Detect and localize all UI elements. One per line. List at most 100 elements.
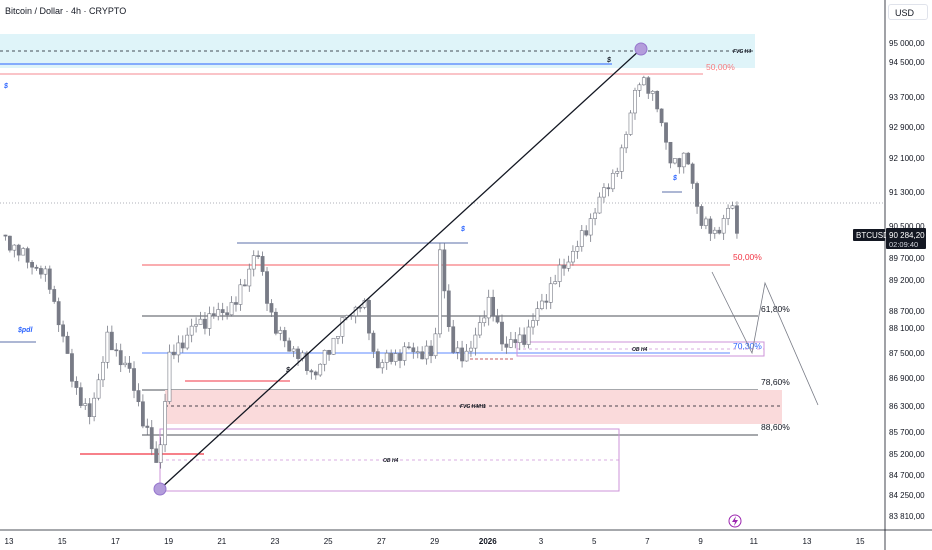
candle-up	[216, 309, 221, 317]
time-axis[interactable]: 13 15 17 19 21 23 25 27 29 2026 3 5 7 9 11 13 15	[5, 537, 866, 546]
last-price: 90 284,20	[889, 231, 925, 240]
candle-down	[118, 350, 123, 366]
candle-up	[557, 264, 562, 282]
candle-up	[650, 90, 655, 94]
trend-line[interactable]	[159, 48, 642, 490]
candle-down	[327, 349, 331, 355]
candle-up	[247, 268, 252, 287]
price-tick: 84 250,00	[889, 491, 925, 500]
candle-up	[318, 363, 323, 376]
candle-down	[429, 345, 433, 357]
candle-down	[287, 340, 292, 352]
candle-down	[61, 324, 65, 337]
candle-down	[25, 248, 30, 263]
candle-down	[180, 342, 185, 349]
time-tick: 2026	[479, 537, 497, 546]
candle-down	[686, 152, 691, 165]
candle-up	[597, 196, 602, 214]
candle-down	[406, 346, 411, 349]
candle-down	[154, 448, 159, 463]
fvg-h4-h1-zone	[165, 390, 782, 424]
candle-up	[322, 349, 327, 365]
candle-down	[260, 256, 265, 272]
price-tick: 85 200,00	[889, 450, 925, 459]
candle-up	[238, 284, 243, 305]
candle-down	[708, 218, 713, 234]
candle-down	[495, 316, 500, 323]
time-tick: 25	[324, 537, 333, 546]
fvg-h4-h1-label: FVG H4/H1	[460, 404, 486, 410]
candle-up	[628, 112, 633, 135]
candle-down	[375, 351, 380, 369]
candle-down	[695, 183, 699, 207]
candle-up	[189, 325, 194, 336]
candle-up	[251, 255, 256, 270]
candle-down	[149, 427, 154, 450]
candle-down	[114, 349, 119, 352]
price-tick: 92 100,00	[889, 154, 925, 163]
time-tick: 17	[111, 537, 120, 546]
candle-up	[229, 302, 234, 316]
candle-up	[336, 336, 340, 339]
time-tick: 13	[5, 537, 14, 546]
candle-up	[615, 171, 620, 174]
candle-up	[517, 334, 522, 343]
liquidity-label: $	[285, 367, 290, 374]
candle-up	[464, 350, 469, 362]
candle-down	[389, 352, 394, 362]
price-tick: 86 300,00	[889, 402, 925, 411]
candle-up	[588, 218, 593, 236]
candle-down	[451, 326, 456, 353]
candle-down	[109, 331, 114, 351]
candle-up	[571, 250, 575, 263]
candle-up	[704, 218, 708, 226]
price-tick: 83 810,00	[889, 512, 925, 521]
currency-selector[interactable]: USD	[888, 4, 928, 20]
price-tick: 88 100,00	[889, 324, 925, 333]
candle-down	[211, 313, 216, 317]
candle-down	[70, 353, 74, 382]
candle-up	[482, 317, 487, 323]
candle-down	[544, 300, 549, 303]
candle-up	[433, 333, 438, 357]
time-tick: 19	[164, 537, 173, 546]
fib-618-label: 61,80%	[761, 304, 790, 314]
candle-down	[56, 301, 61, 326]
candle-up	[123, 362, 128, 366]
time-tick: 21	[217, 537, 226, 546]
candle-up	[158, 444, 163, 463]
candle-down	[127, 362, 132, 369]
candle-up	[721, 218, 726, 234]
candle-down	[47, 268, 52, 290]
candle-up	[291, 348, 296, 352]
candle-up	[101, 361, 105, 381]
trend-line-handle[interactable]	[634, 42, 648, 56]
candle-down	[371, 332, 376, 352]
ob-h4-lower-label: OB H4	[383, 458, 399, 464]
candle-up	[43, 268, 48, 275]
candle-down	[269, 303, 274, 313]
candle-down	[132, 368, 136, 391]
candle-down	[668, 141, 673, 164]
price-axis[interactable]: 95 000,00 94 500,00 93 700,00 92 900,00 92 1…	[889, 39, 925, 521]
price-tick: 89 700,00	[889, 254, 925, 263]
candle-up	[477, 322, 482, 336]
candle-up	[579, 230, 584, 247]
candle-down	[65, 335, 70, 354]
candle-up	[415, 351, 420, 354]
candle-up	[83, 403, 88, 406]
trend-line-handle[interactable]	[153, 482, 167, 496]
price-tick: 89 200,00	[889, 276, 925, 285]
candle-up	[602, 187, 606, 198]
candle-down	[717, 229, 722, 234]
candle-up	[21, 248, 26, 256]
fvg-h4-zone	[0, 34, 755, 68]
candle-down	[7, 235, 12, 251]
candle-down	[367, 300, 371, 334]
candle-up	[384, 352, 389, 363]
candle-down	[256, 255, 261, 257]
candle-up	[340, 317, 345, 337]
time-tick: 13	[803, 537, 812, 546]
projection-path[interactable]	[711, 271, 819, 406]
